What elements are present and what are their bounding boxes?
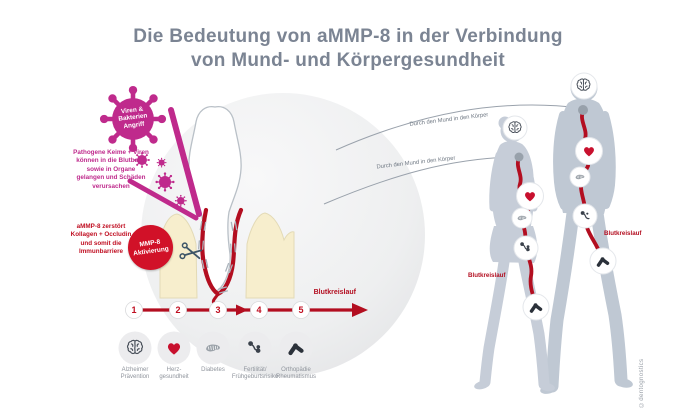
female-mouth-dot: [514, 152, 524, 162]
page-title-line1: Die Bedeutung von aMMP-8 in der Verbindu…: [133, 26, 563, 47]
svg-text:1: 1: [131, 305, 136, 315]
timeline-step: 2: [169, 301, 187, 319]
topic-label-herz: Herz- gesundheit: [159, 367, 189, 381]
body-markers: [502, 72, 617, 321]
virus-icon: [174, 194, 188, 208]
pathogen-note: Pathogene Keime + Viren können in die Bl…: [73, 149, 149, 190]
bloodstream-label-female: Blutkreislauf: [468, 272, 506, 279]
female-silhouette: [474, 116, 555, 392]
svg-text:2: 2: [175, 305, 180, 315]
mouth-route-line-male: [335, 104, 582, 151]
male-mouth-dot: [578, 105, 588, 115]
mouth-route-lines: [323, 104, 582, 205]
gum-right: [245, 212, 295, 299]
bloodstream-label-male: Blutkreislauf: [604, 230, 642, 237]
ammp8-note: aMMP-8 zerstört Kollagen + Occludin und …: [70, 223, 132, 255]
svg-text:4: 4: [256, 305, 261, 315]
timeline-step: 1: [125, 301, 143, 319]
timeline-step: 5: [292, 301, 310, 319]
credit-text: ©dentognostics: [638, 358, 645, 408]
attack-beams: [127, 107, 202, 221]
timeline-step: 4: [250, 301, 268, 319]
bloodstream-arrow-label: Blutkreislauf: [313, 289, 356, 296]
mouth-route-line-female: [323, 156, 517, 205]
topic-label-diabetes: Diabetes: [201, 367, 225, 373]
page-title-line2: von Mund- und Körpergesundheit: [190, 50, 506, 71]
health-topic-icons: [118, 331, 313, 365]
timeline-step: 3: [209, 301, 227, 319]
scissors-icon: [179, 242, 202, 260]
bloodstream-timeline: 1 2 3 4 5: [125, 301, 368, 319]
svg-text:5: 5: [298, 305, 303, 315]
svg-text:3: 3: [215, 305, 220, 315]
topic-label-fertilitaet: Fertilität/ Frühgeburtsrisiko: [231, 367, 279, 381]
virus-badge-label: Viren & Bakterien Angriff: [118, 105, 148, 130]
topic-label-alzheimer: Alzheimer Prävention: [120, 367, 150, 381]
topic-label-orthopaedie: Orthopädie Rheumatismus: [275, 367, 316, 381]
